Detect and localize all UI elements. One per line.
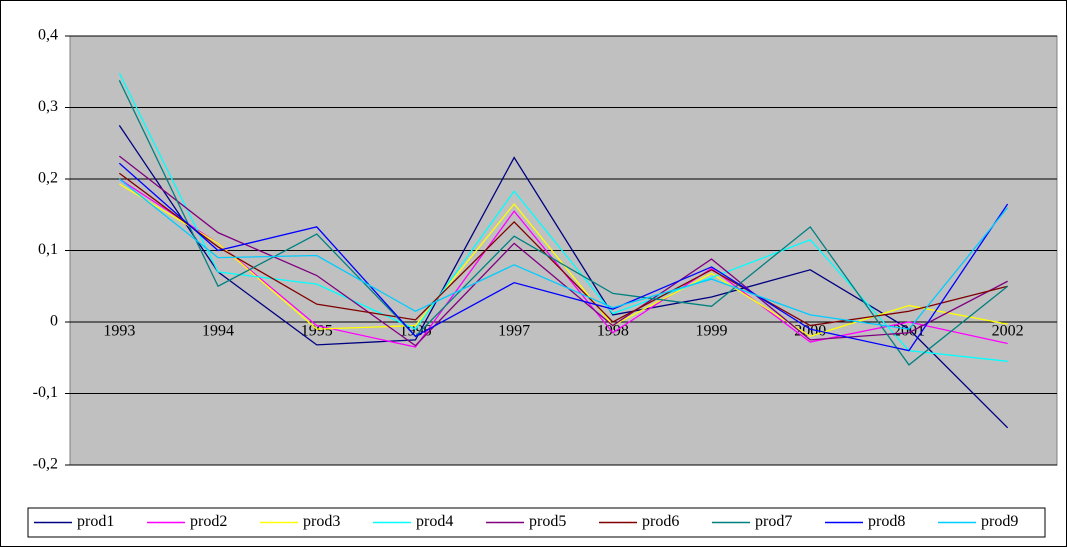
series-line (118, 162, 1009, 352)
x-tick-label: 2001 (893, 323, 925, 340)
x-tick-label: 1994 (202, 323, 234, 340)
series-line (118, 178, 1009, 330)
legend-label: prod8 (868, 513, 905, 530)
legend-label: prod7 (755, 513, 792, 530)
series-line (118, 125, 1009, 429)
legend-label: prod2 (190, 513, 227, 530)
x-tick-label: 1997 (498, 323, 530, 340)
legend-label: prod3 (303, 513, 340, 530)
y-tick-label: -0,2 (33, 456, 58, 473)
y-tick-label: 0 (50, 313, 58, 330)
y-tick-label: -0,1 (33, 384, 58, 401)
x-tick-label: 1993 (103, 323, 135, 340)
x-tick-label: 2002 (992, 323, 1024, 340)
series-line (118, 172, 1008, 327)
x-tick-label: 1999 (696, 323, 728, 340)
legend-label: prod6 (642, 513, 679, 530)
legend-label: prod5 (529, 513, 566, 530)
legend-label: prod1 (77, 513, 114, 530)
y-tick-label: 0,2 (38, 170, 58, 187)
legend-label: prod4 (416, 513, 453, 530)
y-tick-label: 0,1 (38, 241, 58, 258)
y-tick-label: 0,3 (38, 98, 58, 115)
y-tick-label: 0,4 (38, 27, 58, 44)
series-line (118, 155, 1008, 347)
legend-label: prod9 (981, 513, 1018, 530)
legend-box (27, 507, 1046, 538)
series-line (118, 80, 1009, 366)
